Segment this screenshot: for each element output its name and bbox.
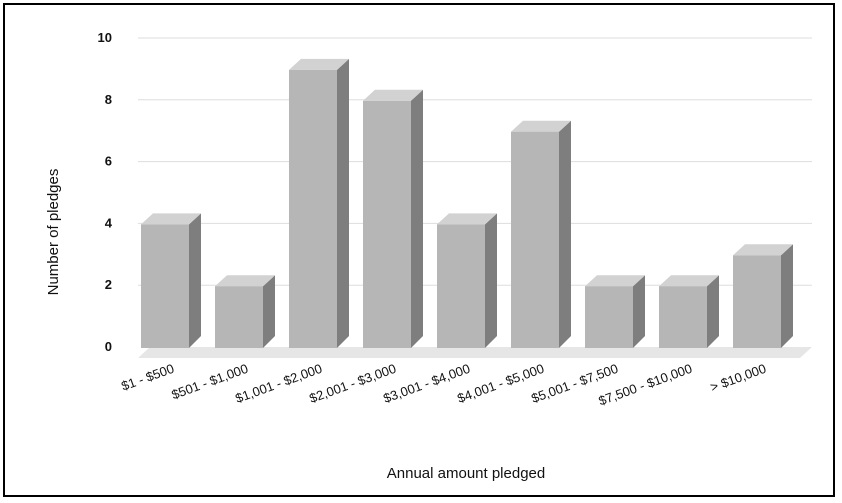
bar-top bbox=[511, 120, 571, 132]
bar-6 bbox=[585, 275, 645, 348]
bars bbox=[141, 58, 793, 349]
bar-top bbox=[733, 244, 793, 256]
bar-side bbox=[781, 244, 793, 348]
bar-front bbox=[437, 224, 485, 348]
bar-5 bbox=[511, 120, 571, 348]
y-axis-ticks: 0 2 4 6 8 10 bbox=[98, 30, 113, 354]
y-tick-label: 4 bbox=[105, 215, 113, 230]
bar-side bbox=[411, 89, 423, 349]
bar-front bbox=[289, 69, 337, 349]
chart-floor bbox=[138, 347, 812, 358]
x-axis-title: Annual amount pledged bbox=[387, 465, 545, 482]
bar-side bbox=[633, 275, 645, 348]
bar-front bbox=[215, 286, 263, 348]
bar-side bbox=[263, 275, 275, 348]
bar-0 bbox=[141, 213, 201, 348]
bar-top bbox=[363, 89, 423, 101]
y-tick-label: 10 bbox=[98, 30, 112, 45]
bar-front bbox=[659, 286, 707, 348]
bar-front bbox=[585, 286, 633, 348]
x-tick-label: $1 - $500 bbox=[119, 361, 176, 394]
bar-side bbox=[485, 213, 497, 348]
bar-front bbox=[733, 255, 781, 348]
bar-8 bbox=[733, 244, 793, 348]
bar-side bbox=[559, 120, 571, 348]
bar-1 bbox=[215, 275, 275, 348]
x-tick-label: > $10,000 bbox=[708, 361, 768, 395]
y-tick-label: 2 bbox=[105, 277, 112, 292]
bar-4 bbox=[437, 213, 497, 348]
floor-plane bbox=[138, 347, 812, 358]
bar-side bbox=[707, 275, 719, 348]
bar-top bbox=[215, 275, 275, 287]
bar-side bbox=[337, 58, 349, 349]
bar-front bbox=[141, 224, 189, 348]
bar-front bbox=[511, 131, 559, 348]
bar-top bbox=[289, 58, 349, 70]
bar-top bbox=[585, 275, 645, 287]
bar-2 bbox=[289, 58, 349, 349]
bar-top bbox=[437, 213, 497, 225]
y-tick-label: 8 bbox=[105, 92, 112, 107]
bar-front bbox=[363, 100, 411, 348]
bar-side bbox=[189, 213, 201, 348]
bar-top bbox=[141, 213, 201, 225]
bar-top bbox=[659, 275, 719, 287]
x-axis-ticks: $1 - $500$501 - $1,000$1,001 - $2,000$2,… bbox=[119, 361, 768, 409]
y-tick-label: 0 bbox=[105, 339, 112, 354]
bar-3 bbox=[363, 89, 423, 349]
y-tick-label: 6 bbox=[105, 154, 112, 169]
y-axis-title: Number of pledges bbox=[45, 169, 62, 296]
bar-7 bbox=[659, 275, 719, 348]
